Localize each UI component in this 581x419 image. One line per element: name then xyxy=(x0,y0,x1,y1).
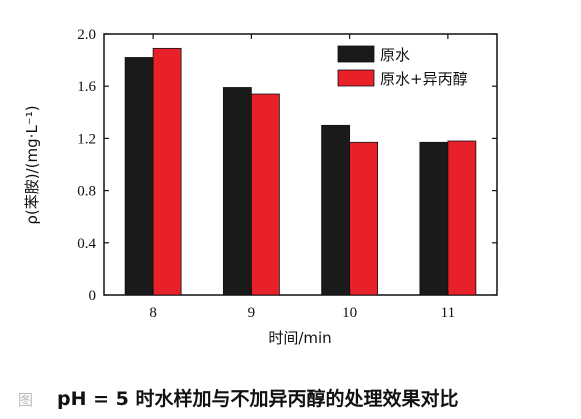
bar-raw-water xyxy=(124,57,154,296)
bar-chart: 0 0.4 0.8 1.2 1.6 2.0 8 9 10 11 ρ(苯胺)/(mg·L⁻¹) 时… xyxy=(23,27,498,347)
bar-raw-water xyxy=(321,124,351,296)
bar-raw-water xyxy=(419,141,449,296)
bar-raw-water-isopropanol xyxy=(152,47,182,296)
plot-frame xyxy=(103,33,498,296)
y-tick-label: 1.2 xyxy=(77,131,96,147)
x-tick-label: 8 xyxy=(149,305,157,321)
y-axis-title: ρ(苯胺)/(mg·L⁻¹) xyxy=(23,105,41,224)
caption-text: pH = 5 时水样加与不加异丙醇的处理效果对比 xyxy=(57,388,459,410)
bar-raw-water-isopropanol xyxy=(250,93,280,296)
y-tick-label: 0.4 xyxy=(77,236,96,252)
bar-raw-water-isopropanol xyxy=(349,141,379,296)
x-axis-title: 时间/min xyxy=(268,329,331,347)
bar-raw-water-isopropanol xyxy=(447,140,477,296)
y-tick-label: 2.0 xyxy=(77,27,96,43)
x-tick-label: 10 xyxy=(342,305,357,321)
y-tick-label: 0.8 xyxy=(77,184,96,200)
caption-mark: 图 xyxy=(18,391,34,409)
legend-label: 原水 xyxy=(380,46,410,64)
y-tick-label: 0 xyxy=(89,288,97,304)
figure-caption: 图 pH = 5 时水样加与不加异丙醇的处理效果对比 xyxy=(18,384,578,414)
bar-raw-water xyxy=(222,87,252,296)
legend-swatch xyxy=(337,45,375,63)
bars xyxy=(124,47,477,296)
legend-swatch xyxy=(337,69,375,87)
x-tick-label: 9 xyxy=(248,305,256,321)
y-axis: 0 0.4 0.8 1.2 1.6 2.0 xyxy=(77,27,497,304)
y-tick-label: 1.6 xyxy=(77,79,96,95)
x-axis: 8 9 10 11 xyxy=(149,34,455,321)
legend-label: 原水+异丙醇 xyxy=(380,70,468,88)
x-tick-label: 11 xyxy=(441,305,455,321)
